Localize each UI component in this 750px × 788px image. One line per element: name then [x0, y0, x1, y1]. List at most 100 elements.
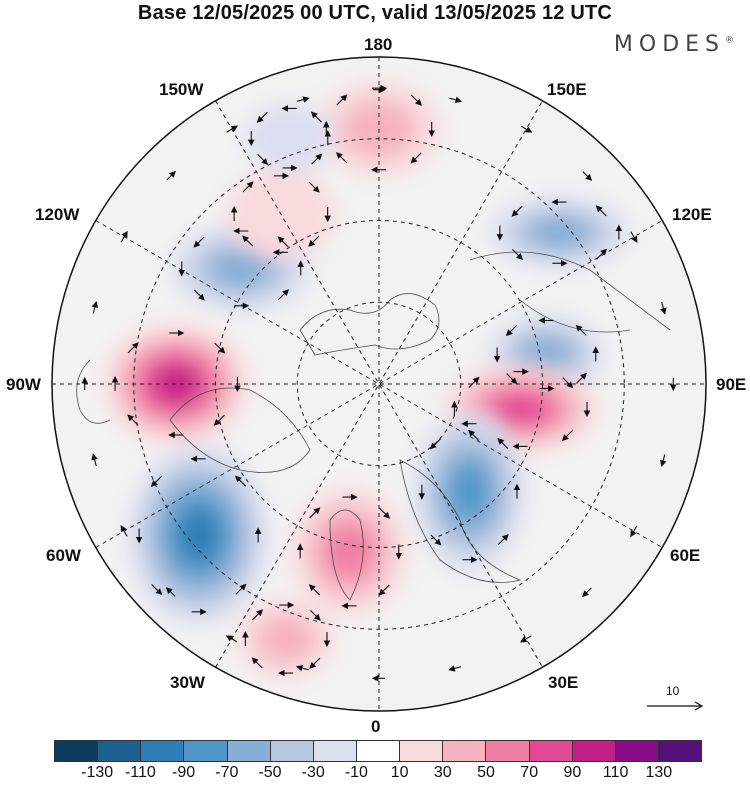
wind-arrow	[310, 111, 322, 123]
wind-arrow	[630, 231, 638, 243]
colorbar-tick-label: -10	[344, 764, 368, 781]
coastline	[399, 459, 522, 583]
wind-arrow	[448, 665, 462, 672]
anomaly-blob	[529, 217, 590, 249]
colorbar-swatch	[486, 741, 530, 761]
lon-label-90e: 90E	[716, 375, 747, 394]
wind-arrow	[336, 94, 348, 106]
anomaly-field	[104, 80, 630, 680]
anomaly-blob	[156, 367, 196, 401]
lon-label-120w: 120W	[35, 205, 80, 224]
colorbar-tick-label: 90	[563, 764, 582, 781]
colorbar	[54, 740, 702, 762]
coastline	[76, 359, 111, 424]
wind-arrow	[497, 534, 509, 546]
wind-arrow	[505, 325, 517, 337]
colorbar-swatch	[529, 741, 573, 761]
wind-arrow	[225, 635, 238, 643]
wind-arrow	[193, 289, 205, 301]
anomaly-blob	[521, 337, 572, 372]
wind-arrow	[309, 507, 321, 519]
wind-arrow	[309, 657, 321, 669]
wind-arrow	[561, 430, 573, 442]
lon-label-90w: 90W	[6, 375, 41, 394]
lon-label-30e: 30E	[548, 673, 579, 692]
wind-arrow	[277, 289, 290, 301]
wind-arrow	[242, 235, 254, 247]
colorbar-tick-label: -30	[301, 764, 325, 781]
wind-arrow	[251, 609, 264, 621]
wind-arrow	[506, 373, 518, 385]
colorbar-swatch	[270, 741, 314, 761]
colorbar-swatch	[227, 741, 271, 761]
colorbar-swatch	[572, 741, 616, 761]
meridian-line	[215, 100, 543, 668]
wind-arrow	[214, 342, 226, 354]
anomaly-blob	[494, 394, 547, 424]
wind-arrow	[151, 584, 163, 596]
wind-arrow	[659, 454, 667, 468]
wind-arrow	[226, 125, 238, 133]
lon-label-150w: 150W	[159, 80, 204, 99]
colorbar-swatch	[356, 741, 401, 761]
wind-arrow	[511, 248, 524, 261]
wind-arrow	[120, 525, 128, 537]
colorbar-swatch	[313, 741, 357, 761]
wind-arrow	[242, 181, 254, 193]
wind-arrow	[296, 96, 310, 103]
coastline	[299, 293, 440, 356]
colorbar-tick-label: -90	[172, 764, 196, 781]
map-title: Base 12/05/2025 00 UTC, valid 13/05/2025…	[137, 2, 613, 24]
wind-arrow	[575, 372, 588, 384]
wind-arrow	[127, 342, 139, 354]
wind-arrow	[468, 376, 480, 388]
wind-arrow	[582, 171, 593, 181]
modes-logo: MODES®	[613, 32, 734, 57]
wind-arrow	[468, 429, 480, 441]
wind-arrow	[449, 96, 463, 104]
meridian-line	[95, 220, 663, 548]
meridian-line	[215, 100, 543, 668]
anomaly-blob	[244, 103, 335, 174]
wind-arrow	[336, 152, 348, 164]
colorbar-swatch	[98, 741, 142, 761]
wind-arrow	[497, 437, 509, 449]
coastline	[329, 509, 364, 601]
wind-arrow	[91, 453, 98, 467]
wind-arrow	[575, 324, 587, 336]
colorbar-tick-label: -50	[258, 764, 282, 781]
wind-arrow	[213, 414, 225, 426]
wind-arrow	[251, 657, 263, 669]
lon-label-180: 180	[364, 35, 393, 54]
colorbar-tick-label: -130	[81, 764, 114, 781]
lon-label-60e: 60E	[670, 546, 701, 565]
wind-arrow	[430, 534, 442, 546]
wind-arrow	[256, 111, 268, 123]
wind-arrow	[150, 475, 162, 487]
colorbar-tick-label: 10	[390, 764, 409, 781]
colorbar-tick-label: 70	[520, 764, 539, 781]
anomaly-blob	[257, 615, 315, 664]
coastlines	[76, 251, 671, 601]
lon-label-150e: 150E	[547, 80, 587, 99]
colorbar-swatch	[658, 741, 702, 761]
wind-arrow	[234, 475, 247, 487]
anomaly-blob	[179, 510, 218, 560]
coastline	[469, 251, 671, 333]
wind-arrow	[277, 236, 289, 248]
wind-arrow	[410, 94, 422, 106]
colorbar-tick-label: 50	[477, 764, 495, 781]
wind-arrow	[165, 587, 176, 597]
wind-vectors	[81, 84, 677, 682]
colorbar-tick-label: 110	[602, 764, 629, 781]
colorbar-tick-label: -70	[215, 764, 239, 781]
lon-label-120e: 120E	[672, 205, 712, 224]
colorbar-tick-label: 130	[645, 764, 673, 781]
graticule	[52, 57, 706, 711]
colorbar-swatch	[141, 741, 185, 761]
wind-arrow	[582, 587, 592, 598]
wind-arrow	[311, 153, 323, 165]
lon-label-0: 0	[371, 717, 381, 736]
reference-vector-label: 10	[666, 684, 680, 698]
